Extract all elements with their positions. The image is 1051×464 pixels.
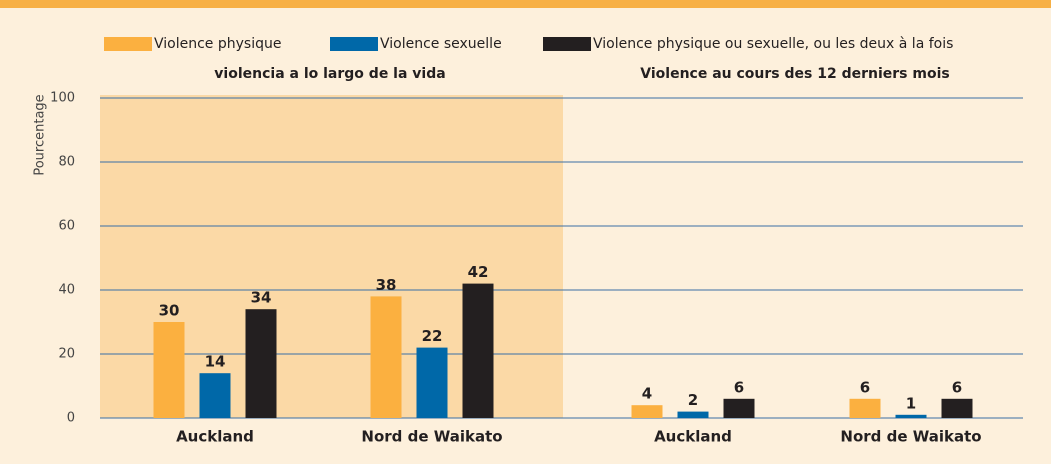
bar <box>849 398 881 418</box>
value-label: 14 <box>205 353 226 371</box>
value-label: 22 <box>422 327 443 345</box>
value-label: 30 <box>159 302 180 320</box>
value-label: 1 <box>906 394 916 412</box>
legend-swatch <box>330 37 378 51</box>
legend-label: Violence physique <box>154 36 281 52</box>
y-tick-label: 80 <box>58 155 75 170</box>
top-band <box>0 0 1051 8</box>
y-tick-label: 100 <box>50 91 75 106</box>
bar <box>941 398 973 418</box>
bar <box>199 373 231 418</box>
bar <box>895 414 927 418</box>
panel-title: violencia a lo largo de la vida <box>214 66 445 82</box>
value-label: 6 <box>860 378 870 396</box>
value-label: 34 <box>251 289 272 307</box>
legend-swatch <box>543 37 591 51</box>
y-tick-label: 40 <box>58 283 75 298</box>
bar <box>631 405 663 418</box>
y-axis-label: Pourcentage <box>33 94 48 175</box>
y-tick-label: 60 <box>58 219 75 234</box>
bar <box>370 296 402 418</box>
value-label: 38 <box>376 276 397 294</box>
bar <box>723 398 755 418</box>
y-tick-label: 20 <box>58 347 75 362</box>
bar <box>677 411 709 418</box>
legend-label: Violence sexuelle <box>380 36 502 52</box>
value-label: 42 <box>468 263 489 281</box>
bar <box>153 322 185 418</box>
x-tick-label: Nord de Waikato <box>840 428 981 446</box>
bar <box>462 283 494 418</box>
bar <box>416 347 448 418</box>
bar <box>245 309 277 418</box>
legend-swatch <box>104 37 152 51</box>
y-tick-label: 0 <box>67 411 75 426</box>
legend-label: Violence physique ou sexuelle, ou les de… <box>593 36 953 52</box>
value-label: 6 <box>734 378 744 396</box>
x-tick-label: Auckland <box>654 428 732 446</box>
value-label: 4 <box>642 385 652 403</box>
value-label: 2 <box>688 391 698 409</box>
value-label: 6 <box>952 378 962 396</box>
x-tick-label: Nord de Waikato <box>361 428 502 446</box>
x-tick-label: Auckland <box>176 428 254 446</box>
panel-title: Violence au cours des 12 derniers mois <box>640 66 949 82</box>
